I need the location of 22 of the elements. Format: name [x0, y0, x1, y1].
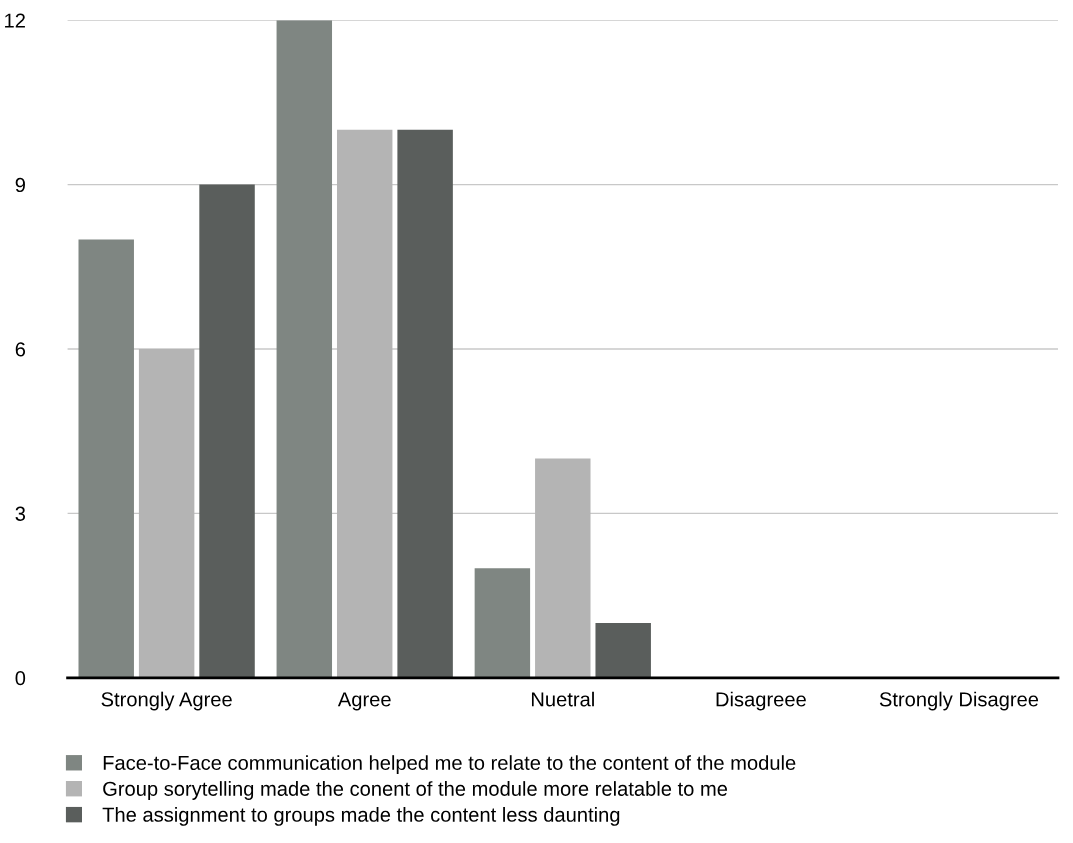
y-tick-label: 9 [15, 177, 25, 193]
bar [138, 349, 195, 678]
x-tick-label: Disagreee [716, 691, 806, 711]
y-tick-label: 3 [15, 506, 26, 521]
legend-label: Group sorytelling made the conent of the module more relatable to me [103, 781, 728, 800]
y-tick-label: 6 [15, 342, 26, 357]
x-tick-label: Strongly Disagree [879, 691, 1039, 711]
bar [276, 20, 333, 678]
legend-label: The assignment to groups made the content less daunting [102, 807, 620, 826]
bar [199, 184, 255, 678]
bar [535, 458, 591, 678]
bar [595, 622, 651, 678]
y-tick-label: 12 [5, 13, 25, 28]
y-tick-label: 0 [15, 671, 26, 686]
bar [78, 239, 134, 678]
bar [336, 129, 393, 678]
legend-label: Face-to-Face communication helped me to relate to the content of the module [103, 755, 796, 774]
x-tick-label: Nuetral [531, 691, 594, 707]
bar [474, 568, 531, 678]
bar [397, 129, 453, 678]
x-tick-label: Agree [337, 692, 391, 711]
x-tick-label: Strongly Agree [101, 691, 232, 711]
